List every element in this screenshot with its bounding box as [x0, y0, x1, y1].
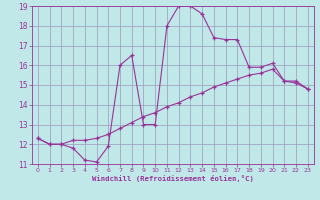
- X-axis label: Windchill (Refroidissement éolien,°C): Windchill (Refroidissement éolien,°C): [92, 175, 254, 182]
